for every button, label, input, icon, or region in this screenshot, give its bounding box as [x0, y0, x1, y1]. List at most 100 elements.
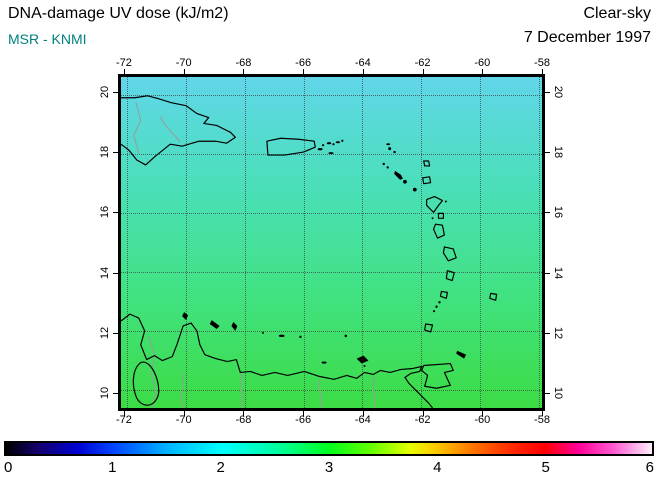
island-la-desirade: [444, 200, 447, 203]
lon-tick-label: -72: [116, 57, 132, 69]
coastline-st-lucia: [445, 270, 455, 282]
coastline-dominica: [432, 223, 445, 239]
grid-line-h: [121, 153, 542, 155]
tick-mark-left: [113, 212, 118, 214]
coastline-guadeloupe: [426, 195, 444, 213]
tick-mark-bottom: [243, 411, 245, 416]
tick-mark-top: [123, 69, 125, 74]
tick-mark-left: [113, 152, 118, 154]
grid-line-v: [421, 77, 423, 408]
lon-tick-label: -58: [534, 57, 550, 69]
island-saba: [382, 162, 385, 166]
colorbar: [4, 441, 654, 456]
island-aves: [261, 331, 264, 334]
tick-mark-bottom: [482, 411, 484, 416]
colorbar-tick-label: 4: [433, 459, 442, 476]
grid-line-v: [303, 77, 305, 408]
lat-tick-label: 12: [552, 326, 564, 339]
latitude-axis-right: 20 18 16 14 12 10: [550, 74, 566, 411]
tick-mark-left: [113, 92, 118, 94]
island-aruba: [182, 312, 189, 321]
island-markers: [182, 139, 467, 367]
lat-tick-label: 20: [552, 85, 564, 99]
island-los-roques: [278, 334, 285, 338]
tick-mark-bottom: [362, 411, 364, 416]
island-les-saintes: [431, 217, 434, 220]
coastline-barbados: [489, 292, 498, 301]
lat-tick-label: 16: [552, 206, 564, 219]
lon-tick-label: -66: [295, 414, 312, 426]
lat-tick-label: 14: [552, 266, 564, 279]
tick-mark-right: [545, 92, 550, 94]
grid-line-v: [126, 77, 128, 408]
island-st-eustatius: [386, 166, 389, 169]
lon-tick-label: -64: [354, 57, 371, 69]
map-frame: [113, 69, 550, 416]
tick-mark-right: [545, 332, 550, 334]
lat-tick-label: 16: [99, 206, 111, 219]
island-bonaire: [231, 322, 238, 331]
source-label: MSR - KNMI: [8, 31, 87, 47]
island-grenadines-1: [438, 301, 441, 304]
island-grenadines-2: [435, 305, 438, 308]
lon-tick-label: -72: [116, 414, 132, 426]
lon-tick-label: -68: [235, 57, 252, 69]
lat-tick-label: 18: [99, 146, 111, 159]
tick-mark-left: [113, 332, 118, 334]
river-venezuela-3: [318, 379, 323, 408]
grid-line-h: [121, 94, 542, 96]
lon-tick-label: -62: [414, 57, 431, 69]
lon-tick-label: -60: [474, 414, 491, 426]
tick-mark-bottom: [422, 411, 424, 416]
colorbar-tick-label: 2: [216, 459, 225, 476]
island-st-martin: [388, 147, 392, 151]
lon-tick-label: -68: [235, 414, 252, 426]
island-tortola: [335, 141, 341, 144]
coastline-marie-galante: [437, 212, 444, 219]
lon-tick-label: -60: [474, 57, 491, 69]
tick-mark-bottom: [183, 411, 185, 416]
lat-tick-label: 10: [99, 386, 111, 400]
coastline-antigua: [422, 176, 432, 185]
island-st-barthelemy: [393, 150, 396, 154]
coastline-outlines: [121, 95, 498, 408]
tick-mark-right: [545, 392, 550, 394]
border-colombia-venezuela: [148, 335, 157, 408]
longitude-axis-bottom: -72 -70 -68 -66 -64 -62 -60 -58: [116, 414, 550, 428]
coastline-grenada: [424, 323, 434, 333]
island-st-kitts: [394, 170, 403, 180]
island-curacao: [209, 320, 220, 329]
island-margarita: [356, 355, 369, 364]
borders-rivers-layer: [133, 101, 376, 408]
island-tobago: [456, 350, 467, 359]
island-tortuga: [321, 361, 327, 364]
tick-mark-top: [303, 69, 305, 74]
coastline-lake-maracaibo: [132, 361, 160, 406]
island-blanquilla: [344, 334, 348, 338]
latitude-axis-left: 20 18 16 14 12 10: [97, 74, 113, 411]
coastline-trinidad: [421, 362, 454, 389]
lon-tick-label: -62: [414, 414, 431, 426]
coastline-hispaniola: [121, 95, 236, 166]
grid-line-v: [185, 77, 187, 408]
tick-mark-right: [545, 272, 550, 274]
lat-tick-label: 12: [99, 326, 111, 339]
grid-line-v: [480, 77, 482, 408]
tick-mark-right: [545, 212, 550, 214]
map-plot: [118, 74, 545, 411]
grid-line-h: [121, 212, 542, 214]
coastline-st-vincent: [439, 290, 448, 299]
lon-tick-label: -58: [534, 414, 550, 426]
colorbar-tick-label: 1: [108, 459, 117, 476]
island-st-croix: [328, 152, 334, 155]
grid-layer: [121, 77, 542, 408]
colorbar-tick-label: 5: [541, 459, 550, 476]
tick-mark-right: [545, 152, 550, 154]
date-label: 7 December 1997: [523, 29, 651, 46]
grid-line-v: [539, 77, 541, 408]
island-st-thomas: [326, 142, 332, 145]
river-venezuela-2: [240, 373, 244, 408]
tick-mark-top: [183, 69, 185, 74]
sky-condition-label: Clear-sky: [583, 5, 651, 22]
